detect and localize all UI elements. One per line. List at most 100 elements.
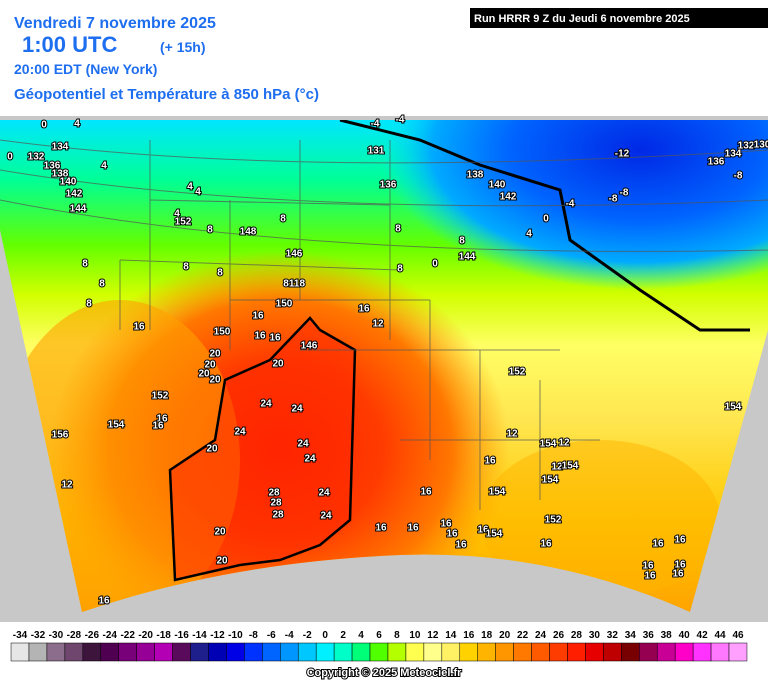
legend-label: -8: [249, 630, 258, 641]
legend-label: 44: [714, 630, 726, 641]
contour-label: 146: [286, 249, 303, 260]
contour-label: -4: [371, 119, 380, 130]
legend-swatch: [405, 642, 425, 662]
contour-label: 16: [540, 539, 552, 550]
contour-label: 152: [175, 217, 192, 228]
run-info: Run HRRR 9 Z du Jeudi 6 novembre 2025: [474, 13, 690, 25]
legend-label: -24: [103, 630, 118, 641]
legend-label: 38: [661, 630, 673, 641]
legend-swatch: [46, 642, 66, 662]
contour-label: 144: [459, 252, 476, 263]
contour-label: 16: [133, 322, 145, 333]
legend-swatch: [477, 642, 496, 662]
contour-label: 24: [304, 454, 316, 465]
legend-label: 4: [358, 630, 364, 641]
legend-swatch: [208, 642, 227, 662]
contour-label: 16: [652, 539, 664, 550]
contour-label: 134: [52, 142, 69, 153]
contour-label: 8: [459, 236, 465, 247]
legend-label: -28: [67, 630, 82, 641]
legend-swatch: [603, 642, 622, 662]
contour-label: 24: [320, 511, 332, 522]
contour-label: 28: [272, 510, 284, 521]
legend-swatch: [100, 642, 119, 662]
contour-label: 16: [407, 523, 419, 534]
contour-label: 138: [52, 169, 69, 180]
legend-swatch: [656, 642, 676, 662]
contour-label: 130: [754, 140, 768, 151]
contour-label: 8: [99, 279, 105, 290]
contour-label: 8: [183, 262, 189, 273]
contour-label: 16: [152, 421, 164, 432]
legend-label: 20: [499, 630, 511, 641]
contour-label: 28: [270, 498, 282, 509]
contour-label: 16: [156, 414, 168, 425]
contour-label: 20: [272, 359, 284, 370]
contour-label: 154: [725, 402, 742, 413]
legend-label: 6: [376, 630, 382, 641]
contour-label: 0: [41, 120, 47, 131]
contour-label: 16: [672, 569, 684, 580]
contour-label: 154: [542, 475, 559, 486]
legend-label: -22: [120, 630, 135, 641]
contour-label: 154: [486, 529, 503, 540]
legend-swatch: [118, 642, 137, 662]
contour-label: 4: [74, 119, 80, 130]
legend-swatch: [369, 642, 389, 662]
legend-swatch: [567, 642, 586, 662]
legend-label: -18: [156, 630, 171, 641]
contour-label: 132: [738, 141, 755, 152]
legend-swatch: [441, 642, 461, 662]
contour-label: 24: [297, 439, 309, 450]
contour-label: 4: [101, 161, 107, 172]
legend-swatch: [297, 642, 317, 662]
contour-label: 4: [174, 209, 180, 220]
legend-label: -34: [13, 630, 28, 641]
contour-label: 16: [269, 333, 281, 344]
contour-label: 136: [708, 157, 725, 168]
contour-label: 16: [477, 525, 489, 536]
contour-label: 148: [240, 227, 257, 238]
contour-label: 12: [506, 429, 518, 440]
legend-swatch: [549, 642, 568, 662]
contour-label: -12: [615, 149, 630, 160]
legend-swatch: [244, 642, 263, 662]
contour-label: 8: [207, 225, 213, 236]
contour-label: 8: [217, 268, 223, 279]
contour-label: 24: [234, 427, 246, 438]
contour-label: 8: [395, 224, 401, 235]
contour-label: 12: [558, 438, 570, 449]
legend-swatch: [82, 642, 102, 662]
contour-label: 118: [289, 279, 306, 290]
contour-label: 152: [152, 391, 169, 402]
contour-label: 24: [291, 404, 303, 415]
contour-label: 140: [489, 180, 506, 191]
legend-swatch: [621, 642, 640, 662]
time-utc: 1:00 UTC: [22, 32, 117, 57]
contour-label: -8: [609, 194, 618, 205]
legend-swatch: [172, 642, 191, 662]
legend-label: 46: [732, 630, 744, 641]
legend-label: 22: [517, 630, 529, 641]
legend-swatch: [639, 642, 658, 662]
contour-label: 28: [268, 488, 280, 499]
contour-label: 24: [318, 488, 330, 499]
legend-label: -12: [210, 630, 225, 641]
contour-label: 132: [28, 152, 45, 163]
contour-label: 154: [489, 487, 506, 498]
date: Vendredi 7 novembre 2025: [14, 15, 216, 32]
contour-label: 16: [420, 487, 432, 498]
legend-swatch: [315, 642, 335, 662]
run-banner: [470, 8, 768, 28]
legend-label: 14: [445, 630, 457, 641]
legend-label: 40: [679, 630, 691, 641]
contour-label: 152: [545, 515, 562, 526]
legend-swatch: [531, 642, 550, 662]
contour-label: 20: [204, 360, 216, 371]
contour-label: 12: [372, 319, 384, 330]
contour-label: 144: [70, 204, 87, 215]
legend-swatch: [280, 642, 299, 662]
contour-label: 20: [206, 444, 218, 455]
contour-label: 8: [82, 259, 88, 270]
